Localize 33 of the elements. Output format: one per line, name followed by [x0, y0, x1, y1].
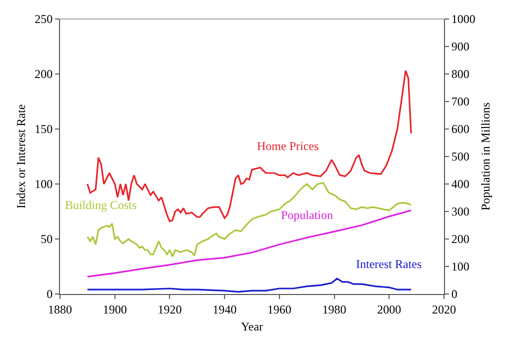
x-tick-label: 1880	[48, 302, 72, 316]
y-axis-title: Index or Interest Rate	[14, 104, 28, 209]
y2-tick-label: 700	[451, 94, 470, 109]
y2-tick-label: 300	[451, 204, 470, 219]
y-tick-label: 100	[34, 177, 53, 192]
y2-tick-label: 0	[451, 287, 458, 302]
series-label: Interest Rates	[356, 257, 422, 271]
y2-tick-label: 600	[451, 122, 470, 136]
x-tick-label: 1960	[267, 302, 292, 316]
y-tick-label: 200	[34, 67, 53, 82]
y2-tick-label: 500	[451, 150, 470, 164]
x-tick-label: 2000	[377, 302, 402, 316]
x-axis-title: Year	[240, 319, 264, 334]
y-tick-label: 250	[34, 12, 53, 26]
y2-tick-label: 900	[451, 40, 470, 54]
series-label: Population	[281, 208, 334, 222]
x-tick-label: 1920	[158, 302, 182, 316]
x-tick-label: 2020	[432, 302, 456, 316]
y-tick-label: 150	[34, 122, 53, 136]
y2-tick-label: 800	[451, 67, 470, 82]
series-label: Building Costs	[65, 198, 138, 212]
y2-tick-label: 400	[451, 177, 470, 192]
y2-tick-label: 1000	[451, 12, 476, 26]
y-tick-label: 50	[40, 232, 53, 246]
x-tick-label: 1980	[322, 302, 346, 316]
x-tick-label: 1900	[102, 302, 127, 316]
y2-tick-label: 200	[451, 232, 470, 246]
y2-tick-label: 100	[451, 260, 470, 274]
x-tick-label: 1940	[212, 302, 237, 316]
line-series	[86, 278, 412, 293]
series-label: Home Prices	[257, 139, 319, 153]
y2-axis-title: Population in Millions	[478, 102, 492, 211]
y-tick-label: 0	[46, 287, 53, 302]
